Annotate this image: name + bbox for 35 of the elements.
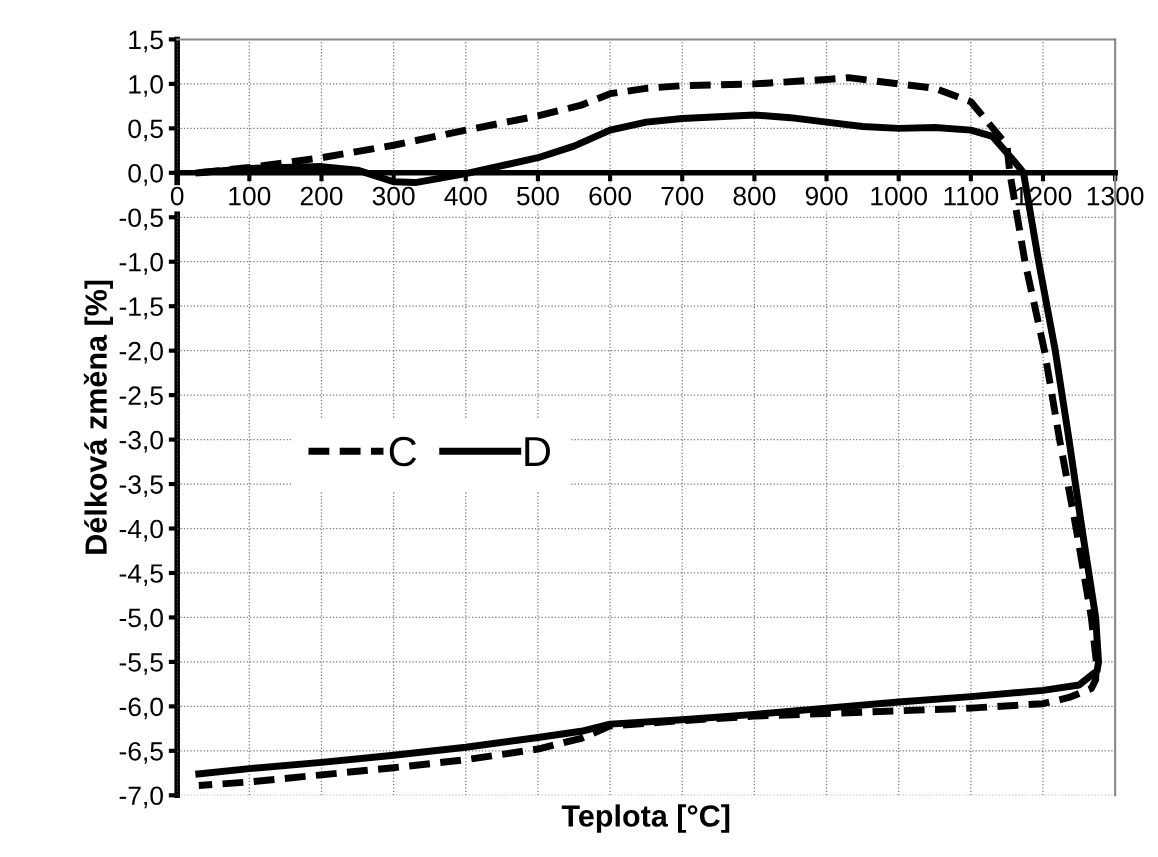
x-tick-label: 1100 [944, 186, 999, 206]
y-axis-title: Délková změna [%] [83, 280, 113, 554]
y-tick-label: -6,0 [119, 697, 163, 720]
y-tick-label: -2,0 [119, 341, 163, 364]
x-tick-label: 300 [372, 186, 415, 206]
y-tick-label: 1,5 [129, 30, 163, 53]
x-tick-label: 400 [444, 186, 487, 206]
x-tick-label: 600 [589, 186, 632, 206]
y-tick-label: -3,0 [119, 430, 163, 453]
x-tick-label: 1000 [871, 186, 928, 206]
x-tick-label: 800 [733, 186, 776, 206]
x-tick-label: 900 [805, 186, 848, 206]
y-tick-label: -3,5 [119, 475, 163, 497]
x-tick-label: 200 [300, 186, 343, 206]
y-tick-label: -1,5 [119, 297, 163, 320]
legend-label: C [389, 436, 417, 467]
y-tick-label: -4,5 [119, 564, 163, 586]
y-tick-label: 0,5 [128, 119, 163, 142]
x-tick-label: 100 [229, 186, 271, 206]
x-axis-title: Teplota [°C] [561, 804, 730, 833]
y-tick-label: -4,0 [119, 519, 163, 542]
x-tick-label: 1300 [1087, 186, 1144, 206]
x-tick-label: 700 [661, 186, 704, 206]
x-tick-label: 0 [170, 186, 184, 206]
y-tick-label: -6,5 [119, 741, 163, 764]
y-tick-label: -7,0 [119, 786, 163, 809]
y-tick-label: -1,0 [119, 252, 163, 275]
x-tick-label: 500 [516, 186, 559, 206]
y-tick-label: 1,0 [129, 75, 163, 97]
legend-label: D [525, 437, 550, 466]
y-tick-label: -2,5 [119, 386, 163, 409]
y-tick-label: 0,0 [128, 163, 163, 186]
y-tick-label: -0,5 [119, 208, 163, 231]
y-tick-label: -5,0 [119, 608, 163, 631]
y-tick-label: -5,5 [119, 653, 163, 675]
